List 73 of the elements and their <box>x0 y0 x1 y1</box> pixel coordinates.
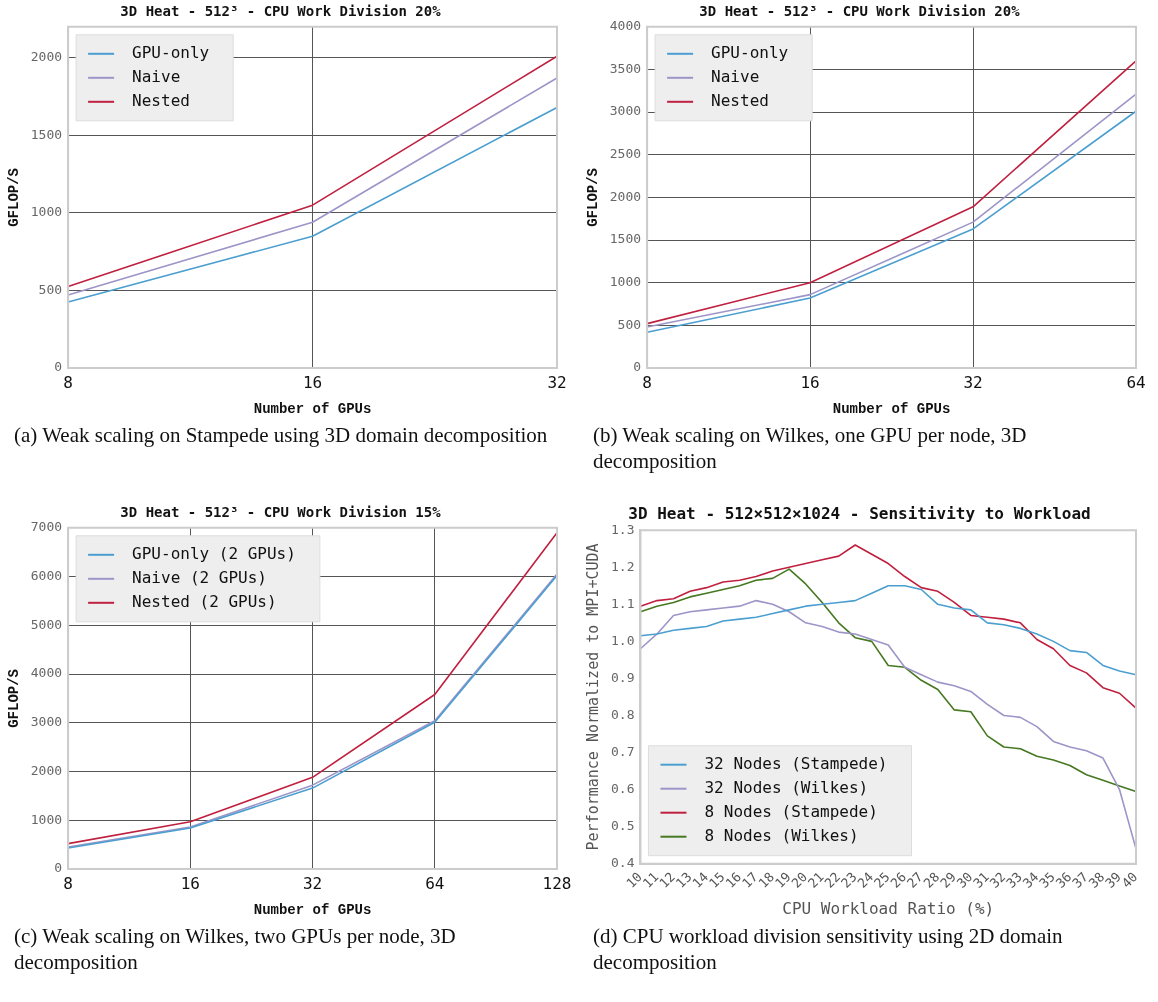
y-axis-title: GFLOP/S <box>5 668 22 728</box>
legend-label: 32 Nodes (Wilkes) <box>704 777 869 797</box>
y-tick-label: 0.6 <box>611 780 635 796</box>
text: (b) Weak scaling on Wilkes, one GPU per node, 3D decomposition <box>592 422 1028 476</box>
y-tick-label: 1.0 <box>611 632 635 648</box>
x-tick-label: 64 <box>1126 372 1146 392</box>
legend-label: Naive (2 GPUs) <box>132 567 267 587</box>
y-tick-label: 1.3 <box>611 521 635 537</box>
y-tick-label: 2000 <box>30 49 63 65</box>
legend-label: Nested <box>711 90 769 110</box>
x-tick-label: 8 <box>642 372 652 392</box>
y-tick-label: 1500 <box>30 126 63 142</box>
y-tick-label: 3500 <box>609 60 642 76</box>
y-axis-title: Performance Normalized to MPI+CUDA <box>583 543 602 851</box>
legend-label: 8 Nodes (Stampede) <box>704 801 878 821</box>
chart-title: 3D Heat - 512×512×1024 - Sensitivity to Workload <box>628 503 1091 523</box>
y-tick-label: 6000 <box>30 567 63 583</box>
y-tick-label: 1.1 <box>611 595 635 611</box>
text: (d) CPU workload division sensitivity using 2D domain decomposition <box>592 923 1064 977</box>
chart-title: 3D Heat - 512³ - CPU Work Division 15% <box>120 504 442 521</box>
legend-label: Nested <box>132 90 190 110</box>
y-tick-label: 4000 <box>609 18 642 34</box>
legend-label: 32 Nodes (Stampede) <box>704 753 888 773</box>
chart-title: 3D Heat - 512³ - CPU Work Division 20% <box>699 3 1021 20</box>
y-tick-label: 1.2 <box>611 558 635 574</box>
x-tick-label: 16 <box>180 873 200 893</box>
y-tick-label: 1000 <box>30 204 63 220</box>
y-axis-title: GFLOP/S <box>5 167 22 227</box>
y-tick-label: 500 <box>617 316 642 332</box>
x-tick-label: 8 <box>63 873 73 893</box>
x-tick-label: 16 <box>800 372 820 392</box>
y-tick-label: 0 <box>54 860 63 876</box>
x-tick-label: 32 <box>302 873 323 893</box>
legend-label: GPU-only <box>711 42 789 62</box>
y-tick-label: 0.7 <box>611 743 635 759</box>
y-tick-label: 500 <box>38 281 63 297</box>
x-tick-label: 64 <box>425 873 445 893</box>
y-tick-label: 0.5 <box>611 818 635 834</box>
legend-label: Naive <box>132 66 181 86</box>
y-tick-label: 4000 <box>30 665 63 681</box>
y-tick-label: 0.8 <box>611 706 635 722</box>
y-tick-label: 3000 <box>609 103 642 119</box>
y-tick-label: 1500 <box>609 231 642 247</box>
x-tick-label: 32 <box>547 372 567 392</box>
y-tick-label: 1000 <box>30 811 63 827</box>
x-tick-label: 8 <box>63 372 73 392</box>
x-axis-title: CPU Workload Ratio (%) <box>782 898 995 918</box>
y-tick-label: 5000 <box>30 616 63 632</box>
legend-label: 8 Nodes (Wilkes) <box>704 825 859 845</box>
y-tick-label: 2500 <box>609 146 642 162</box>
y-tick-label: 1000 <box>609 274 642 290</box>
chart-title: 3D Heat - 512³ - CPU Work Division 20% <box>120 3 442 20</box>
x-tick-label: 16 <box>302 372 323 392</box>
x-axis-title: Number of GPUs <box>253 401 372 418</box>
legend-label: Naive <box>711 66 760 86</box>
y-tick-label: 2000 <box>30 762 63 778</box>
y-tick-label: 0 <box>54 359 63 375</box>
x-axis-title: Number of GPUs <box>253 902 372 919</box>
legend-label: GPU-only (2 GPUs) <box>132 543 296 563</box>
y-tick-label: 3000 <box>30 714 63 730</box>
x-tick-label: 32 <box>963 372 983 392</box>
y-tick-label: 7000 <box>30 519 63 535</box>
y-tick-label: 2000 <box>609 188 642 204</box>
y-tick-label: 0.9 <box>611 669 635 685</box>
x-axis-title: Number of GPUs <box>832 401 951 418</box>
y-tick-label: 0 <box>633 359 642 375</box>
y-tick-label: 0.4 <box>611 855 635 871</box>
x-tick-label: 128 <box>542 873 572 893</box>
text: (c) Weak scaling on Wilkes, two GPUs per node, 3D decomposition <box>13 923 457 977</box>
text: (a) Weak scaling on Stampede using 3D domain decomposition <box>13 422 549 449</box>
y-axis-title: GFLOP/S <box>584 167 601 227</box>
legend-label: GPU-only <box>132 42 210 62</box>
legend-label: Nested (2 GPUs) <box>132 591 277 611</box>
